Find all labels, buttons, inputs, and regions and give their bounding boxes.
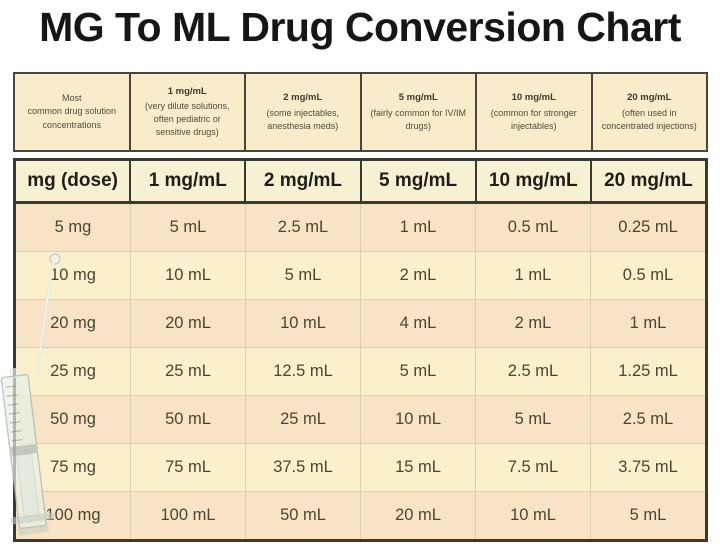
- table-cell: 2.5 mL: [590, 396, 705, 443]
- table-cell: 50 mL: [245, 492, 360, 539]
- table-cell: 10 mL: [360, 396, 475, 443]
- page-title: MG To ML Drug Conversion Chart: [39, 4, 681, 50]
- description-row: Most common drug solution concentrations 1 …: [13, 72, 708, 152]
- table-cell: 25 mL: [130, 348, 245, 395]
- table-cell: 5 mL: [475, 396, 590, 443]
- table-cell: 5 mL: [360, 348, 475, 395]
- table-cell: 15 mL: [360, 444, 475, 491]
- table-cell: 5 mg: [54, 218, 92, 236]
- description-line: often pediatric or: [153, 114, 221, 125]
- description-line: (fairly common for IV/IM: [370, 107, 466, 118]
- description-line: sensitive drugs): [155, 127, 219, 138]
- description-line: common drug solution: [27, 106, 117, 117]
- description-cell: 2 mg/mL (some injectables, anesthesia meds…: [244, 74, 360, 150]
- table-cell: 50 mg: [50, 410, 96, 428]
- table-cell: 1 mL: [475, 252, 590, 299]
- description-cell: 5 mg/mL (fairly common for IV/IM drugs): [359, 74, 476, 150]
- table-cell: 75 mg: [50, 458, 96, 476]
- table-cell: 5 mL: [130, 204, 245, 251]
- table-cell: 0.25 mL: [590, 204, 705, 251]
- description-line: (very dilute solutions,: [144, 101, 230, 112]
- table-cell: 20 mL: [130, 300, 245, 347]
- table-cell: 12.5 mL: [245, 348, 360, 395]
- concentration-heading: 1 mg/mL: [167, 85, 207, 97]
- table-cell: 100 mL: [130, 492, 245, 539]
- table-cell: 37.5 mL: [245, 444, 360, 491]
- table-cell: 1.25 mL: [590, 348, 705, 395]
- table-cell: 10 mg: [50, 266, 96, 284]
- description-cell: 20 mg/mL (often used in concentrated injec…: [590, 74, 707, 150]
- description-cell: 10 mg/mL (common for stronger injectables): [475, 74, 591, 150]
- table-cell: 5 mL: [590, 492, 705, 539]
- table-cell: 20 mL: [360, 492, 475, 539]
- description-line: drugs): [405, 120, 431, 131]
- concentration-heading: 10 mg/mL: [511, 92, 556, 104]
- column-header: 10 mg/mL: [474, 161, 590, 201]
- description-cell: 1 mg/mL (very dilute solutions, often pedi…: [128, 74, 245, 150]
- description-line: concentrations: [42, 119, 102, 130]
- table-row: 75 mg 75 mL 37.5 mL 15 mL 7.5 mL 3.75 mL: [16, 443, 705, 491]
- table-row: 100 mg 100 mL 50 mL 20 mL 10 mL 5 mL: [16, 491, 705, 539]
- table-cell: 25 mL: [245, 396, 360, 443]
- table-cell: 2.5 mL: [245, 204, 360, 251]
- table-cell: 0.5 mL: [590, 252, 705, 299]
- column-header: 20 mg/mL: [589, 161, 705, 201]
- description-line: injectables): [510, 120, 557, 131]
- description-line: (some injectables,: [266, 107, 340, 118]
- table-header-row: mg (dose) 1 mg/mL 2 mg/mL 5 mg/mL 10 mg/mL 20…: [16, 161, 705, 204]
- table-cell: 75 mL: [130, 444, 245, 491]
- table-cell: 1 mL: [360, 204, 475, 251]
- column-header: mg (dose): [27, 170, 118, 191]
- table-cell: 2 mL: [475, 300, 590, 347]
- table-row: 5 mg 5 mL 2.5 mL 1 mL 0.5 mL 0.25 mL: [16, 204, 705, 251]
- description-line: (common for stronger: [490, 107, 577, 118]
- table-body: 5 mg 5 mL 2.5 mL 1 mL 0.5 mL 0.25 mL 10 mg 10 m…: [16, 204, 705, 539]
- table-cell: 2 mL: [360, 252, 475, 299]
- description-cell: Most common drug solution concentrations: [15, 74, 129, 150]
- table-cell: 1 mL: [590, 300, 705, 347]
- table-cell: 10 mL: [475, 492, 590, 539]
- table-cell: 0.5 mL: [475, 204, 590, 251]
- description-line: concentrated injections): [601, 120, 697, 131]
- table-cell: 100 mg: [45, 506, 101, 524]
- column-header: 1 mg/mL: [129, 161, 244, 201]
- table-cell: 5 mL: [245, 252, 360, 299]
- description-line: Most: [61, 93, 82, 104]
- concentration-heading: 5 mg/mL: [398, 92, 438, 104]
- table-row: 10 mg 10 mL 5 mL 2 mL 1 mL 0.5 mL: [16, 251, 705, 299]
- description-line: anesthesia meds): [267, 120, 339, 131]
- table-cell: 50 mL: [130, 396, 245, 443]
- table-cell: 3.75 mL: [590, 444, 705, 491]
- description-line: (often used in: [621, 107, 677, 118]
- table-cell: 2.5 mL: [475, 348, 590, 395]
- conversion-table: mg (dose) 1 mg/mL 2 mg/mL 5 mg/mL 10 mg/mL 20…: [13, 158, 708, 542]
- table-row: 25 mg 25 mL 12.5 mL 5 mL 2.5 mL 1.25 mL: [16, 347, 705, 395]
- concentration-heading: 20 mg/mL: [627, 92, 672, 104]
- table-cell: 25 mg: [50, 362, 96, 380]
- column-header: 5 mg/mL: [359, 161, 475, 201]
- table-row: 20 mg 20 mL 10 mL 4 mL 2 mL 1 mL: [16, 299, 705, 347]
- table-cell: 7.5 mL: [475, 444, 590, 491]
- table-row: 50 mg 50 mL 25 mL 10 mL 5 mL 2.5 mL: [16, 395, 705, 443]
- table-cell: 10 mL: [130, 252, 245, 299]
- column-header: 2 mg/mL: [244, 161, 359, 201]
- table-cell: 4 mL: [360, 300, 475, 347]
- table-cell: 20 mg: [50, 314, 96, 332]
- table-cell: 10 mL: [245, 300, 360, 347]
- concentration-heading: 2 mg/mL: [283, 92, 323, 104]
